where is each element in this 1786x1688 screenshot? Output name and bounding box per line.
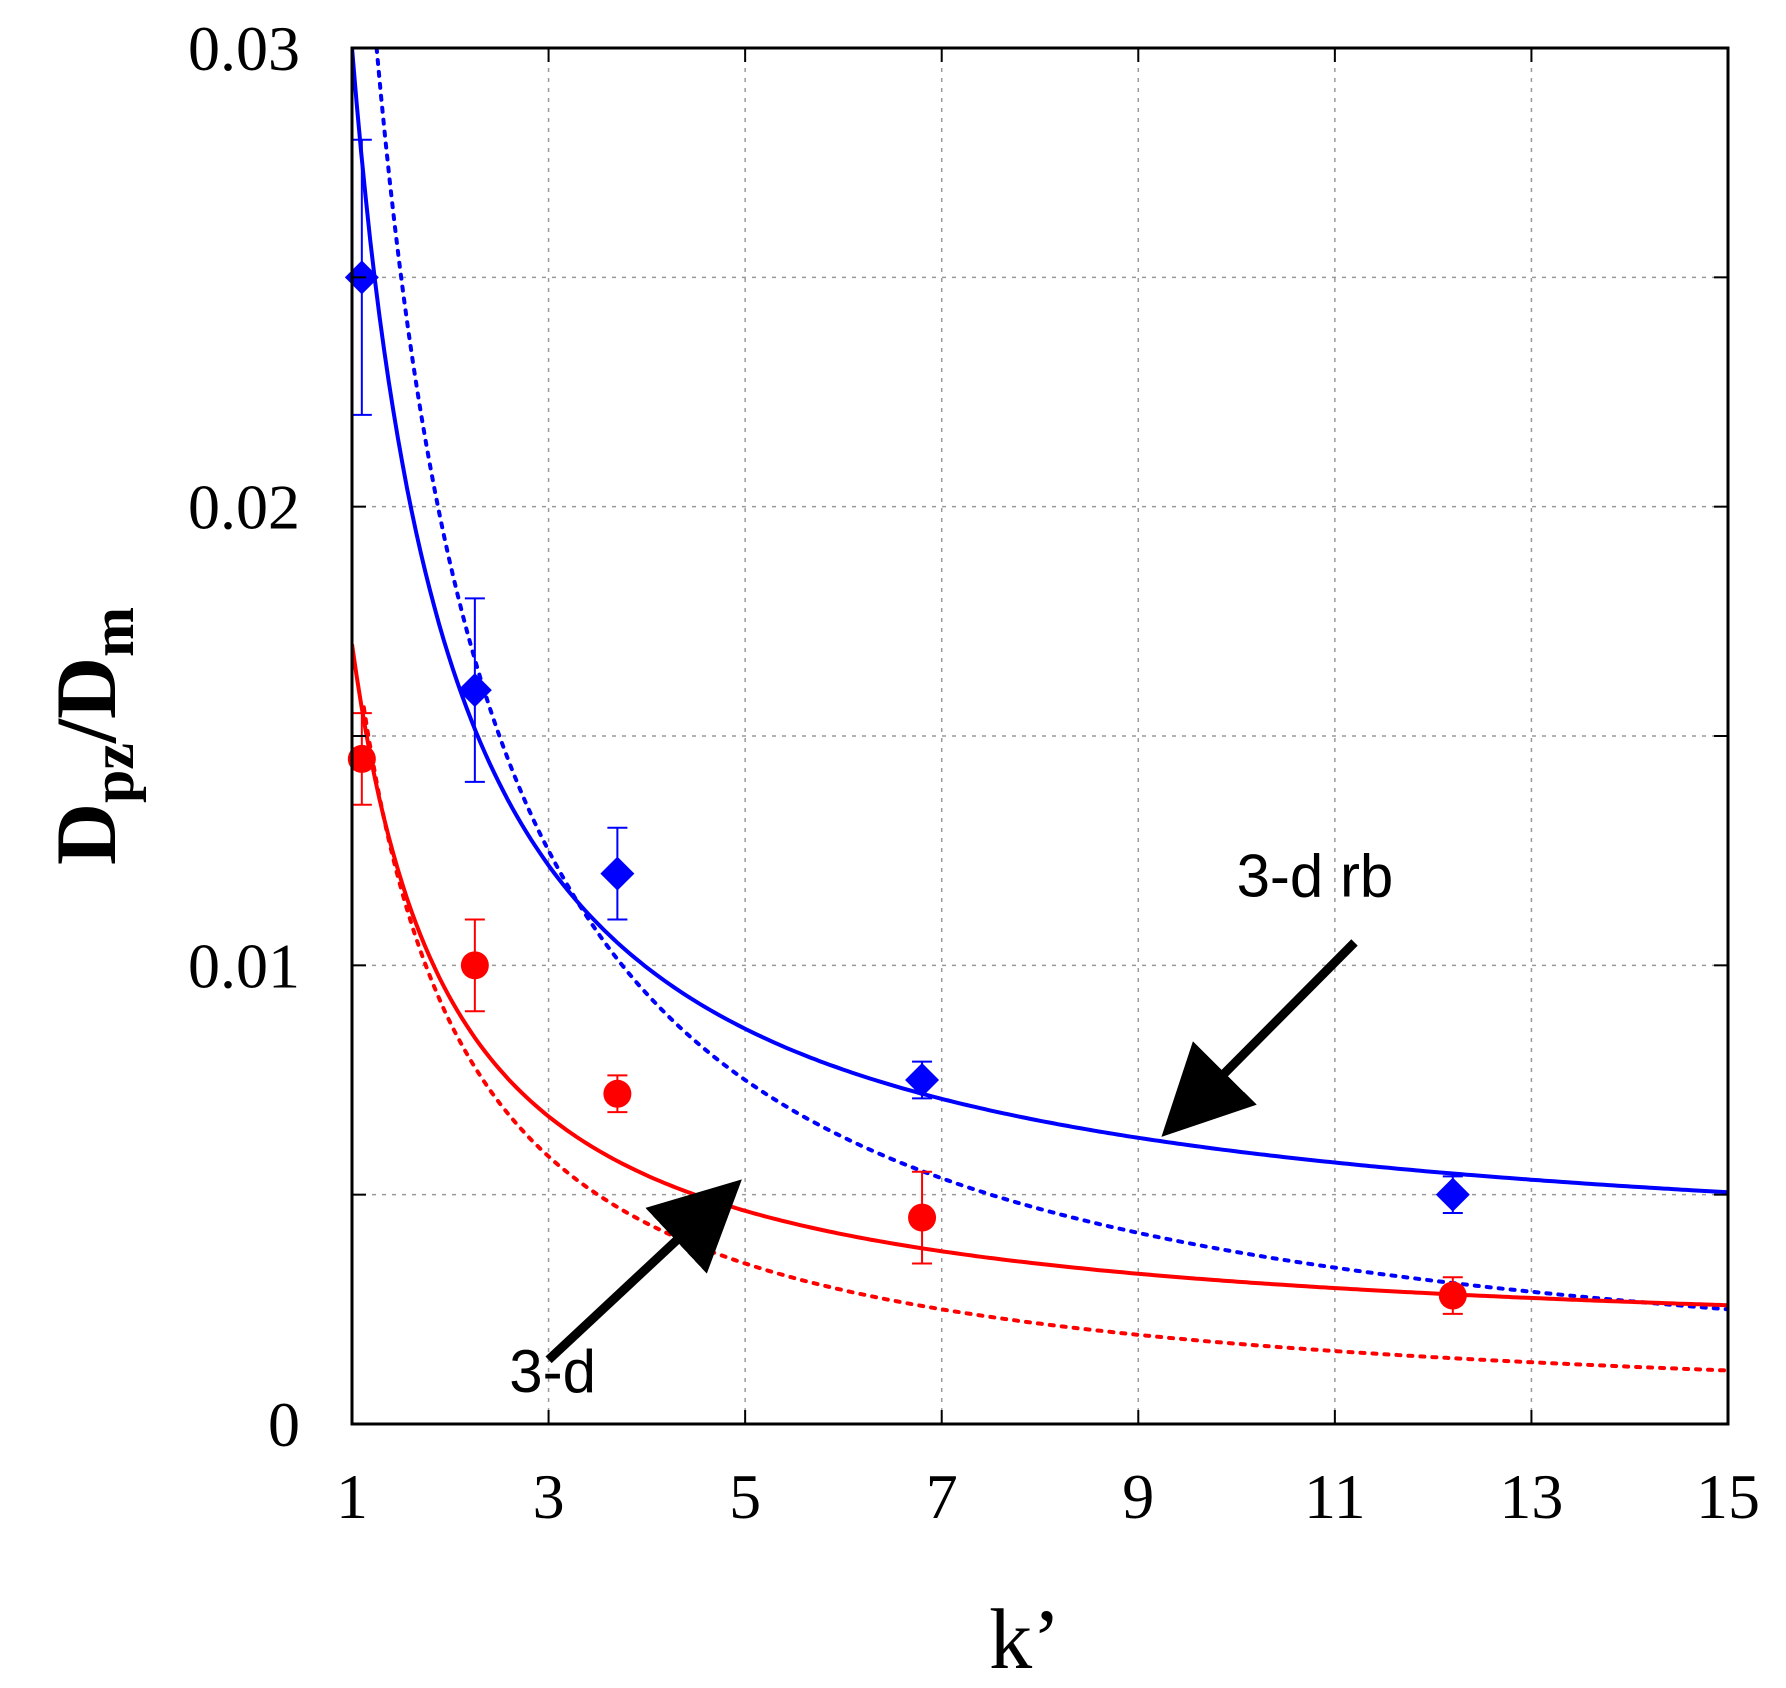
x-tick-label: 11 [1304, 1461, 1366, 1532]
circle-marker [460, 951, 489, 980]
x-tick-label: 13 [1499, 1461, 1563, 1532]
y-axis-title: Dpz/Dm [38, 607, 146, 865]
solid-fit-curve [352, 644, 1728, 1308]
plot-frame [350, 46, 1730, 1426]
annotations: 3-d rb 3-d [509, 843, 1393, 1405]
y-axis-title-sub1: pz [80, 743, 146, 803]
circle-marker [1438, 1281, 1467, 1310]
circle-marker [603, 1079, 632, 1108]
dotted-fit-curve [361, 705, 1728, 1373]
data-points [344, 138, 1470, 1315]
y-tick-label: 0.01 [188, 930, 300, 1001]
diamond-marker [905, 1063, 940, 1097]
grid [352, 48, 1728, 1424]
y-tick-label: 0 [268, 1389, 300, 1460]
y-axis-title-mid: /D [38, 657, 134, 744]
diamond-marker [457, 673, 492, 708]
annotation-label: 3-d [509, 1338, 596, 1405]
circle-marker [908, 1203, 937, 1232]
x-tick-label: 5 [729, 1461, 761, 1532]
y-tick-label: 0.03 [188, 13, 300, 84]
annotation-label: 3-d rb [1237, 843, 1394, 910]
y-tick-label: 0.02 [188, 472, 300, 543]
diamond-marker [600, 856, 635, 891]
x-axis-title: k’ [989, 1591, 1061, 1687]
diamond-marker [1435, 1177, 1470, 1212]
x-tick-label: 3 [533, 1461, 565, 1532]
x-tick-label: 1 [336, 1461, 368, 1532]
x-tick-label: 9 [1122, 1461, 1154, 1532]
annotation-arrow [1161, 939, 1358, 1137]
circle-marker [347, 744, 376, 773]
solid-fit-curve [352, 48, 1728, 1195]
y-axis-title-sub2: m [80, 607, 146, 657]
annotation-arrow [545, 1179, 742, 1364]
dotted-fit-curve [374, 48, 1728, 1312]
fit-curves [352, 48, 1728, 1373]
x-tick-label: 15 [1696, 1461, 1760, 1532]
y-axis-title-main: D [38, 803, 134, 865]
x-tick-label: 7 [926, 1461, 958, 1532]
